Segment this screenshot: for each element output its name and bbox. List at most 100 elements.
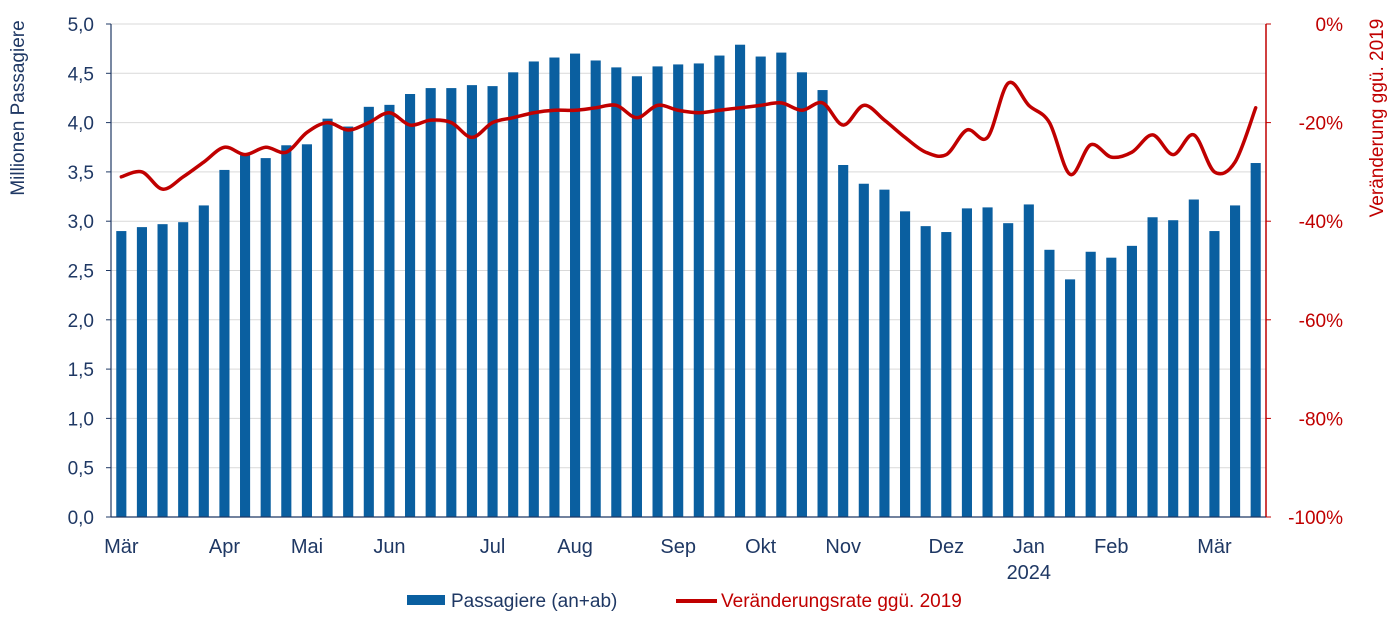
bar [487,86,498,518]
left-tick-label: 2,0 [68,311,94,332]
bar [446,88,457,517]
bar [1003,223,1014,517]
bar [1250,163,1261,517]
bar [1085,251,1096,518]
x-tick-label: Mai [291,536,323,558]
bar [425,88,436,517]
right-tick-label: -40% [1299,212,1343,233]
bar [879,189,890,517]
bar [1168,220,1179,518]
bar [755,56,766,518]
x-tick-label: Jul [480,536,506,558]
left-tick-label: 4,0 [68,114,94,135]
bar [178,222,189,517]
x-tick-label: Dez [929,536,965,558]
bar [466,85,477,517]
bar [920,226,931,517]
right-tick-label: -80% [1299,409,1343,430]
bar [1106,257,1117,517]
bar [260,158,271,517]
left-tick-label: 5,0 [68,15,94,36]
bar [817,90,828,517]
x-tick-label: Apr [209,536,240,558]
x-tick-label: Nov [825,536,861,558]
bar [961,208,972,517]
right-axis-title: Veränderung ggü. 2019 [1367,19,1388,218]
x-tick-label: Jun [373,536,405,558]
bar [1023,204,1034,518]
x-tick-label: Okt [745,536,777,558]
bar [1065,279,1076,517]
bar [549,57,560,518]
bar [528,61,539,518]
bar [322,118,333,517]
bar [1126,245,1137,517]
legend-label-line: Veränderungsrate ggü. 2019 [721,591,962,612]
legend: Passagiere (an+ab) Veränderungsrate ggü.… [407,591,962,612]
bar [343,126,354,517]
bar [363,106,374,517]
x-tick-labels: Mär Apr Mai Jun Jul Aug Sep Okt Nov Dez Jan Feb Mär 2… [104,536,1232,584]
left-tick-label: 3,5 [68,163,94,184]
right-tick-label: -60% [1299,311,1343,332]
x-tick-label: Sep [660,536,696,558]
bar [240,155,251,517]
right-tick-label: 0% [1316,15,1344,36]
bar [508,72,519,518]
left-axis-title: Millionen Passagiere [8,20,29,195]
bar [1209,231,1220,517]
bar [405,94,416,518]
bar [1147,217,1158,518]
bar [136,227,147,517]
bar [776,52,787,518]
bar [693,63,704,517]
right-tick-label: -100% [1288,508,1343,529]
x-tick-label: Jan [1013,536,1045,558]
right-tick-label: -20% [1299,114,1343,135]
bar [198,205,209,517]
bar [570,53,581,518]
bar-series [116,44,1261,518]
bar [982,207,993,517]
bar [590,60,601,518]
x-tick-label: Feb [1094,536,1128,558]
line-series [119,80,1258,191]
bar [735,44,746,518]
left-y-tick-labels: 0,0 0,5 1,0 1,5 2,0 2,5 3,0 3,5 4,0 4,5 5,0 [68,15,94,529]
left-tick-label: 3,0 [68,212,94,233]
left-tick-label: 0,5 [68,459,94,480]
legend-label-bar: Passagiere (an+ab) [451,591,617,612]
right-y-tick-labels: -100% -80% -60% -40% -20% 0% [1288,15,1343,529]
axes [106,23,1271,518]
change-rate-line [119,80,1258,191]
bar [1044,249,1055,517]
bar [714,55,725,517]
bar [611,67,622,517]
bar [858,183,869,517]
bar [219,169,230,518]
bar [838,164,849,518]
left-tick-label: 1,0 [68,409,94,430]
legend-swatch-bar [407,595,445,605]
bar [631,76,642,518]
bar [281,145,292,517]
bar [900,211,911,517]
bar [157,224,168,517]
bar [301,144,312,518]
bar [1188,199,1199,517]
left-tick-label: 2,5 [68,262,94,283]
left-tick-label: 4,5 [68,64,94,85]
bar [796,72,807,518]
x-tick-label: Mär [104,536,139,558]
left-tick-label: 0,0 [68,508,94,529]
x-year-label: 2024 [1007,562,1052,584]
left-tick-label: 1,5 [68,360,94,381]
bar [673,64,684,518]
bar [116,231,127,517]
bar [384,104,395,518]
x-tick-label: Mär [1197,536,1232,558]
bar [941,232,952,517]
bar [1230,205,1241,517]
x-tick-label: Aug [557,536,593,558]
